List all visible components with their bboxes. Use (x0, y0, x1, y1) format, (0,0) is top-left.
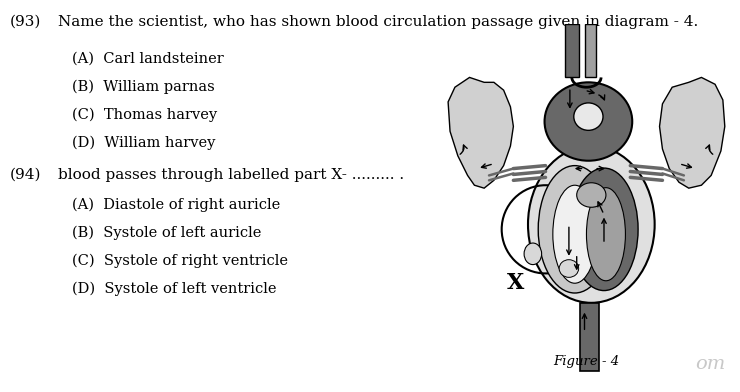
Text: blood passes through labelled part X- ......... .: blood passes through labelled part X- ..… (58, 168, 404, 182)
Text: om: om (695, 355, 725, 373)
Text: (A)  Carl landsteiner: (A) Carl landsteiner (72, 52, 223, 66)
Polygon shape (659, 78, 724, 188)
Text: X: X (507, 272, 524, 294)
Ellipse shape (559, 260, 579, 278)
Text: (C)  Systole of right ventricle: (C) Systole of right ventricle (72, 254, 288, 269)
Text: Figure - 4: Figure - 4 (554, 356, 619, 368)
Text: (D)  Systole of left ventricle: (D) Systole of left ventricle (72, 282, 277, 296)
Ellipse shape (574, 103, 603, 131)
Ellipse shape (524, 243, 542, 265)
Ellipse shape (576, 183, 606, 207)
Polygon shape (448, 78, 514, 188)
Ellipse shape (528, 146, 655, 303)
Text: (93): (93) (10, 15, 41, 29)
Text: (A)  Diastole of right auricle: (A) Diastole of right auricle (72, 198, 280, 212)
Text: (D)  William harvey: (D) William harvey (72, 136, 215, 151)
Ellipse shape (545, 82, 632, 161)
Text: (C)  Thomas harvey: (C) Thomas harvey (72, 108, 217, 122)
Text: (94): (94) (10, 168, 41, 182)
Text: Name the scientist, who has shown blood circulation passage given in diagram - 4: Name the scientist, who has shown blood … (58, 15, 699, 29)
Bar (579, 303, 599, 372)
Bar (565, 24, 579, 78)
Text: (B)  William parnas: (B) William parnas (72, 80, 215, 94)
Ellipse shape (538, 166, 611, 293)
Bar (585, 24, 596, 78)
Ellipse shape (587, 188, 625, 281)
Ellipse shape (553, 185, 596, 283)
Text: (B)  Systole of left auricle: (B) Systole of left auricle (72, 226, 261, 240)
Ellipse shape (570, 168, 638, 290)
